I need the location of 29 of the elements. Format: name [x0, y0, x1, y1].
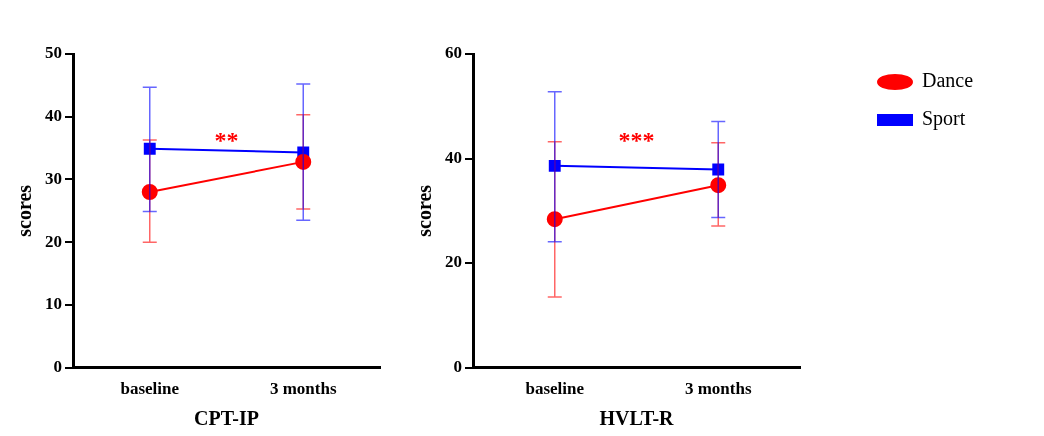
x-tick-label: 3 months — [269, 379, 337, 399]
y-tick-label: 50 — [45, 43, 62, 63]
y-tick-label: 0 — [453, 356, 462, 376]
point — [546, 211, 563, 228]
point — [710, 177, 727, 194]
y-tick-label: 0 — [53, 356, 62, 376]
point — [143, 142, 156, 155]
point — [141, 183, 158, 200]
point — [295, 153, 312, 170]
x-tick-label: 3 months — [684, 379, 752, 399]
y-tick-label: 20 — [445, 252, 462, 272]
x-tick-label: baseline — [525, 379, 585, 399]
point — [548, 159, 561, 172]
y-tick-label: 30 — [45, 168, 62, 188]
y-tick-label: 20 — [45, 231, 62, 251]
y-tick-label: 10 — [45, 294, 62, 314]
legend-label: Sport — [922, 107, 966, 131]
y-tick-label: 40 — [445, 147, 462, 167]
annotation: *** — [618, 126, 655, 153]
y-axis-title: scores — [13, 184, 36, 237]
legend-label: Dance — [922, 69, 974, 92]
y-tick-label: 40 — [45, 106, 62, 126]
x-axis-title: HVLT-R — [599, 407, 675, 430]
y-axis-title: scores — [413, 184, 436, 237]
annotation: ** — [214, 126, 239, 153]
y-tick-label: 60 — [445, 43, 462, 63]
x-axis-title: CPT-IP — [194, 407, 259, 430]
point — [712, 163, 725, 176]
x-tick-label: baseline — [120, 379, 180, 399]
